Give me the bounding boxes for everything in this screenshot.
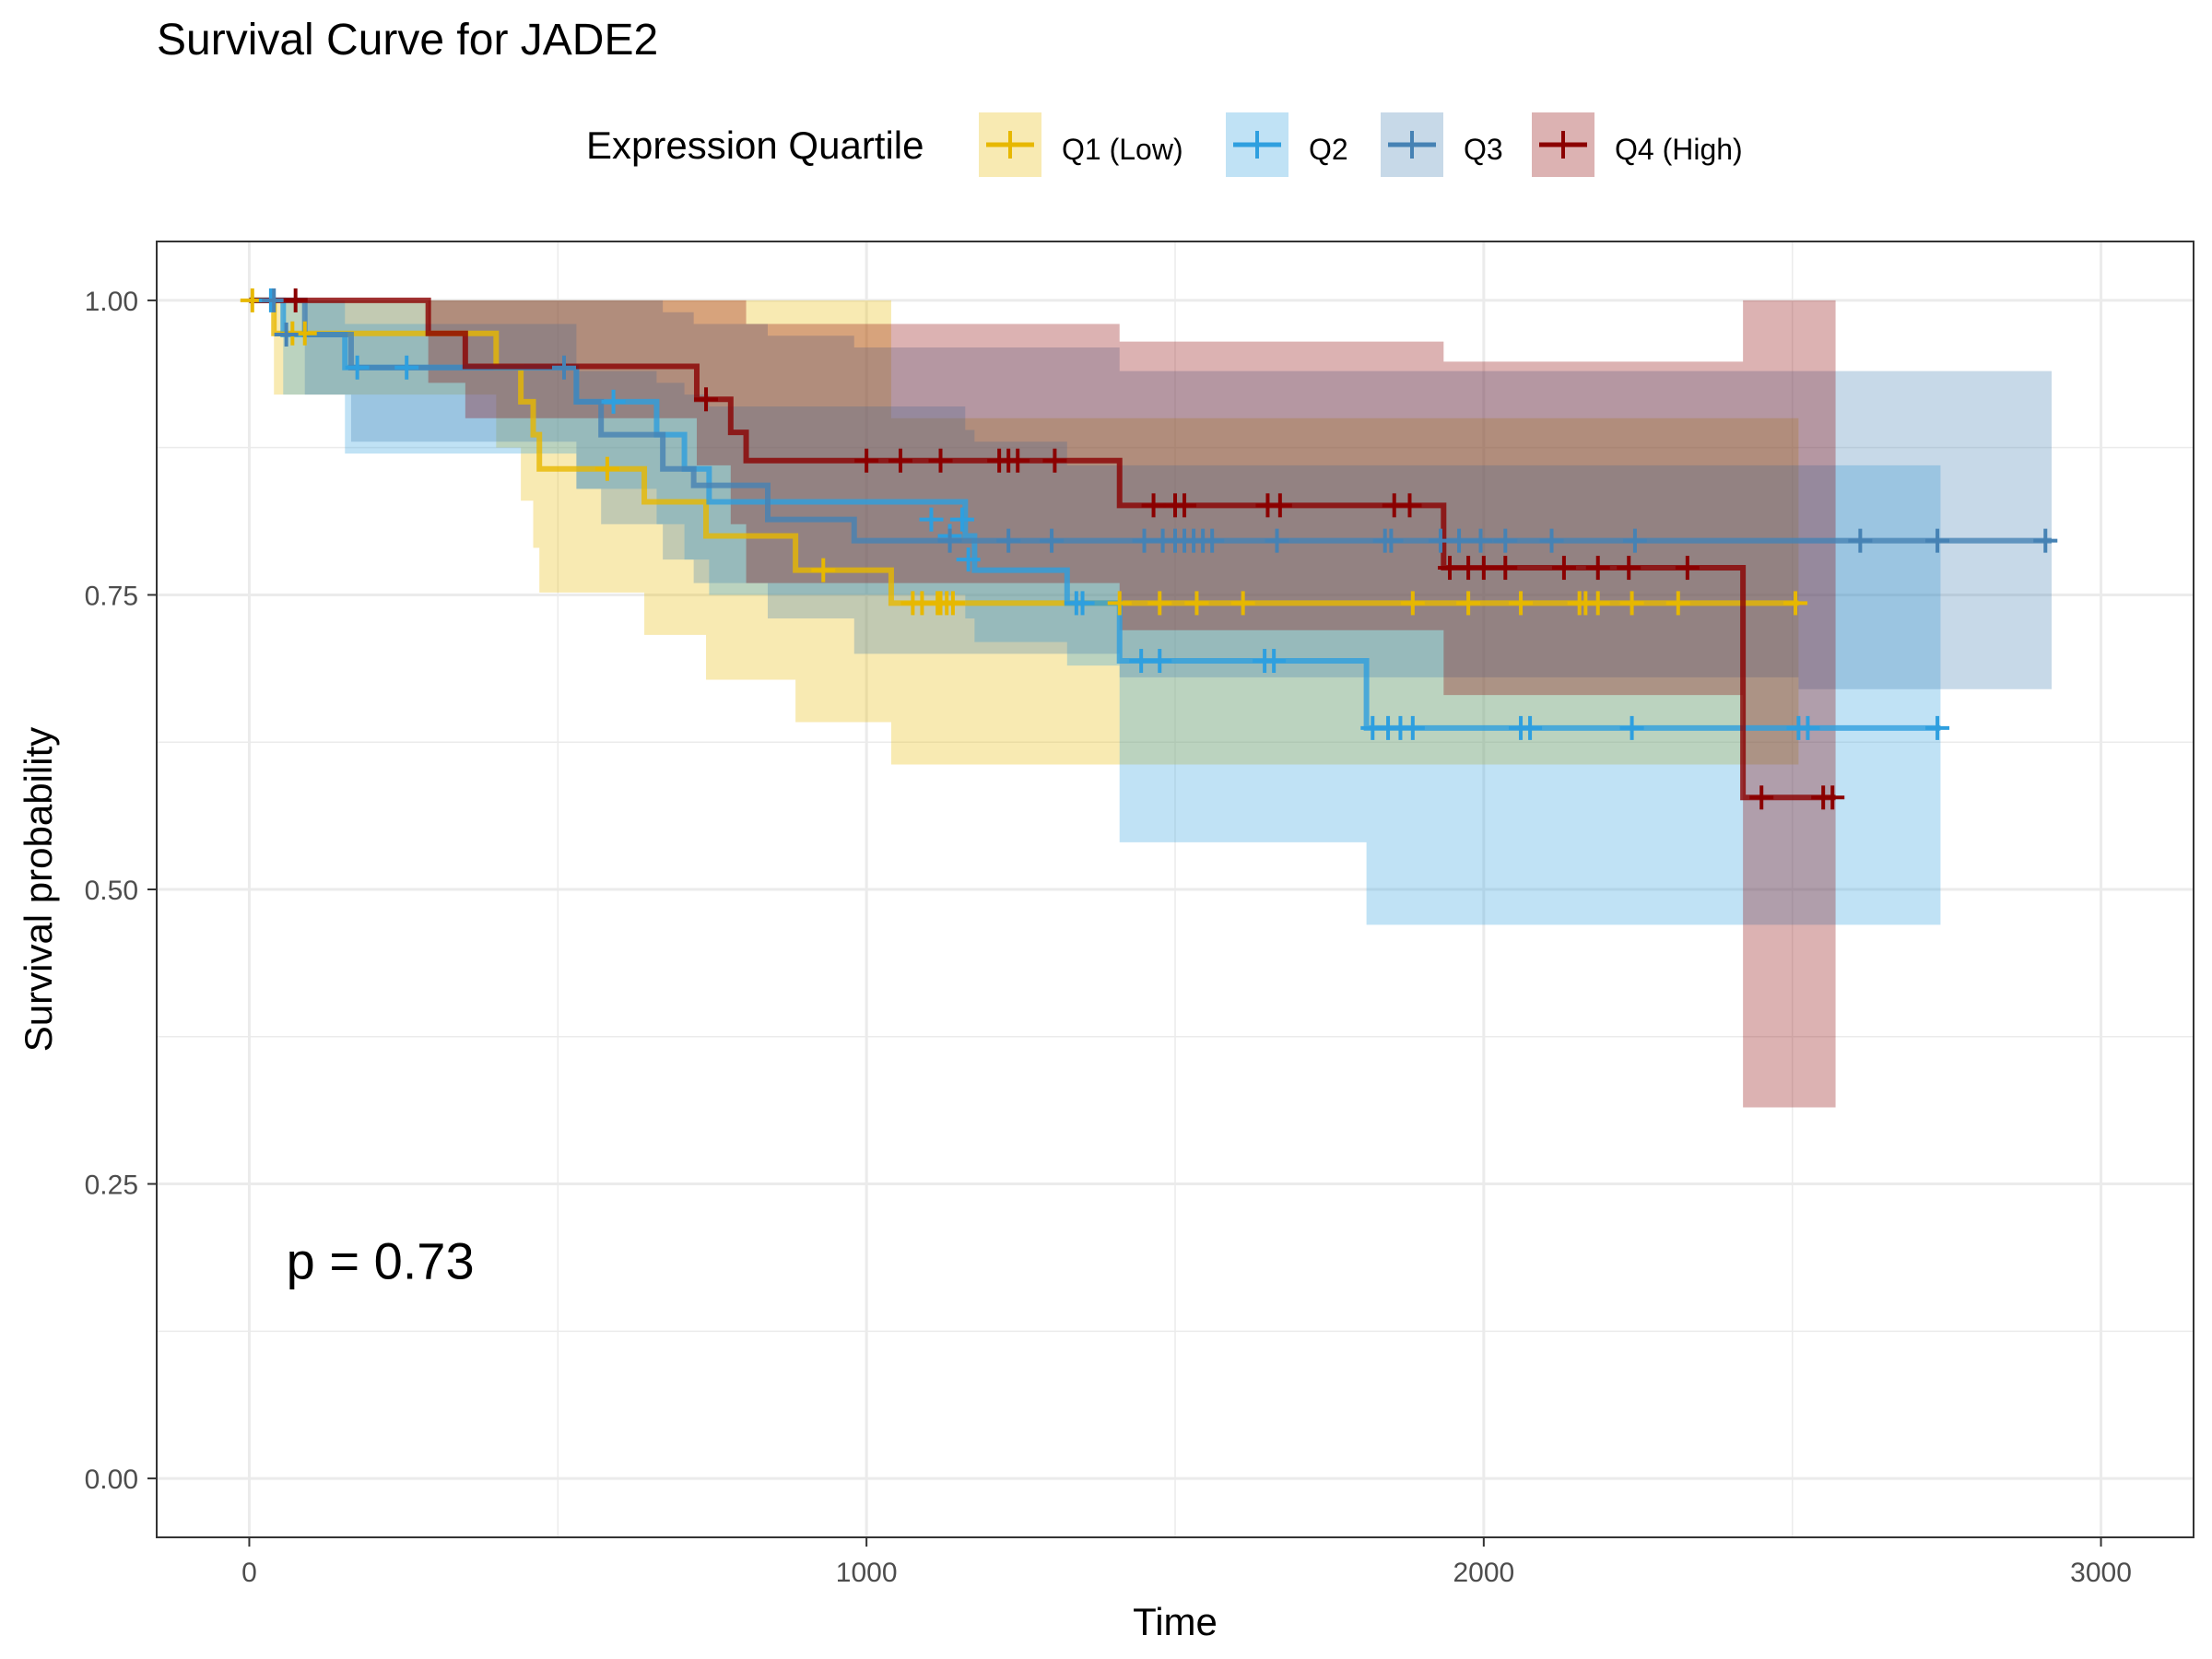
legend-label-q4: Q4 (High) bbox=[1615, 133, 1743, 166]
y-tick-label: 0.50 bbox=[85, 876, 138, 906]
censor-mark-q1 bbox=[1783, 591, 1808, 616]
legend-key-q2 bbox=[1226, 112, 1288, 177]
censor-mark-q3 bbox=[1379, 528, 1404, 553]
legend-label-q1: Q1 (Low) bbox=[1062, 133, 1183, 166]
confidence-band-q1 bbox=[249, 300, 1799, 765]
grid-lines bbox=[157, 241, 2194, 1537]
censor-mark-q4 bbox=[854, 448, 879, 473]
censor-mark-q2 bbox=[1400, 715, 1425, 740]
legend-key-q1 bbox=[979, 112, 1041, 177]
legend-key-q4 bbox=[1532, 112, 1594, 177]
censor-mark-q3 bbox=[1493, 528, 1518, 553]
censor-mark-q3 bbox=[996, 528, 1021, 553]
survival-line-q3 bbox=[249, 297, 2052, 544]
x-axis-label: Time bbox=[1133, 1600, 1218, 1643]
censor-mark-q4 bbox=[1617, 556, 1641, 581]
confidence-bands bbox=[249, 300, 2052, 1108]
censor-mark-q3 bbox=[1539, 528, 1564, 553]
censor-mark-q1 bbox=[594, 456, 619, 481]
censor-mark-q3 bbox=[1925, 528, 1950, 553]
y-tick-label: 1.00 bbox=[85, 287, 138, 317]
censor-mark-q4 bbox=[1267, 493, 1292, 518]
censor-mark-q1 bbox=[1665, 591, 1690, 616]
censor-mark-q2 bbox=[1070, 591, 1095, 616]
x-tick-label: 1000 bbox=[836, 1558, 898, 1588]
censor-mark-q2 bbox=[956, 547, 981, 572]
censor-mark-q2 bbox=[1262, 649, 1287, 674]
censor-mark-q2 bbox=[1795, 715, 1820, 740]
censor-mark-q4 bbox=[1397, 493, 1422, 518]
censor-mark-q4 bbox=[1585, 556, 1610, 581]
censor-mark-q1 bbox=[1230, 591, 1255, 616]
censor-mark-q1 bbox=[1184, 591, 1209, 616]
censor-mark-q1 bbox=[1147, 591, 1172, 616]
censor-mark-q2 bbox=[919, 507, 944, 532]
censor-mark-q2 bbox=[949, 507, 974, 532]
confidence-band-q2 bbox=[249, 300, 1941, 925]
censor-mark-q4 bbox=[1820, 785, 1845, 810]
censor-mark-q4 bbox=[283, 288, 308, 312]
x-tick-label: 2000 bbox=[1453, 1558, 1514, 1588]
censor-mark-q2 bbox=[601, 389, 626, 414]
survival-line-q1 bbox=[249, 297, 1799, 606]
censor-mark-q1 bbox=[1107, 591, 1132, 616]
censor-mark-q4 bbox=[1471, 556, 1496, 581]
censor-mark-q3 bbox=[1040, 528, 1065, 553]
legend-label-q3: Q3 bbox=[1464, 133, 1503, 166]
censor-mark-q4 bbox=[1551, 556, 1576, 581]
censor-mark-q3 bbox=[1468, 528, 1493, 553]
censor-mark-q3 bbox=[1447, 528, 1472, 553]
legend-label-q2: Q2 bbox=[1309, 133, 1348, 166]
confidence-band-q4 bbox=[249, 300, 1836, 1108]
x-tick-label: 0 bbox=[241, 1558, 257, 1588]
y-tick-label: 0.00 bbox=[85, 1465, 138, 1495]
p-value-annotation: p = 0.73 bbox=[287, 1232, 475, 1290]
censor-mark-q3 bbox=[274, 322, 299, 347]
y-axis-label: Survival probability bbox=[17, 727, 60, 1053]
censor-mark-q3 bbox=[262, 288, 287, 312]
censor-mark-q1 bbox=[1400, 591, 1425, 616]
axes: 0 1000 2000 3000 0.00 0.25 0.50 0.75 1.00 bbox=[85, 287, 2132, 1588]
censor-mark-q4 bbox=[1675, 556, 1700, 581]
censor-mark-q2 bbox=[1619, 715, 1644, 740]
censor-mark-q4 bbox=[1042, 448, 1067, 473]
censor-mark-q1 bbox=[1509, 591, 1534, 616]
censor-mark-q4 bbox=[928, 448, 953, 473]
censor-mark-q3 bbox=[1622, 528, 1647, 553]
censor-mark-q4 bbox=[1006, 448, 1030, 473]
censor-mark-q1 bbox=[1585, 591, 1610, 616]
y-tick-label: 0.25 bbox=[85, 1171, 138, 1201]
censor-mark-q2 bbox=[345, 355, 370, 380]
censor-mark-q3 bbox=[1265, 528, 1289, 553]
chart-title: Survival Curve for JADE2 bbox=[157, 16, 659, 65]
censor-marks bbox=[240, 288, 2058, 810]
censor-mark-q3 bbox=[937, 528, 962, 553]
censor-mark-q3 bbox=[1848, 528, 1873, 553]
censor-mark-q2 bbox=[394, 355, 419, 380]
censor-mark-q4 bbox=[1172, 493, 1197, 518]
censor-mark-q1 bbox=[1619, 591, 1644, 616]
censor-mark-q1 bbox=[811, 558, 836, 582]
censor-mark-q4 bbox=[888, 448, 912, 473]
censor-mark-q3 bbox=[2033, 528, 2058, 553]
legend: Expression Quartile Q1 (Low) Q2 Q3 bbox=[0, 109, 2212, 182]
censor-mark-q2 bbox=[1518, 715, 1543, 740]
legend-title: Expression Quartile bbox=[586, 124, 924, 167]
censor-mark-q4 bbox=[1749, 785, 1774, 810]
x-tick-label: 3000 bbox=[2070, 1558, 2132, 1588]
censor-mark-q3 bbox=[1200, 528, 1225, 553]
censor-mark-q1 bbox=[1456, 591, 1481, 616]
censor-mark-q4 bbox=[694, 387, 719, 412]
censor-mark-q3 bbox=[552, 355, 576, 380]
censor-mark-q1 bbox=[940, 591, 965, 616]
y-tick-label: 0.75 bbox=[85, 581, 138, 611]
censor-mark-q2 bbox=[1925, 715, 1950, 740]
censor-mark-q4 bbox=[1493, 556, 1518, 581]
censor-mark-q4 bbox=[1141, 493, 1166, 518]
legend-key-q3 bbox=[1381, 112, 1443, 177]
censor-mark-q2 bbox=[1147, 649, 1172, 674]
